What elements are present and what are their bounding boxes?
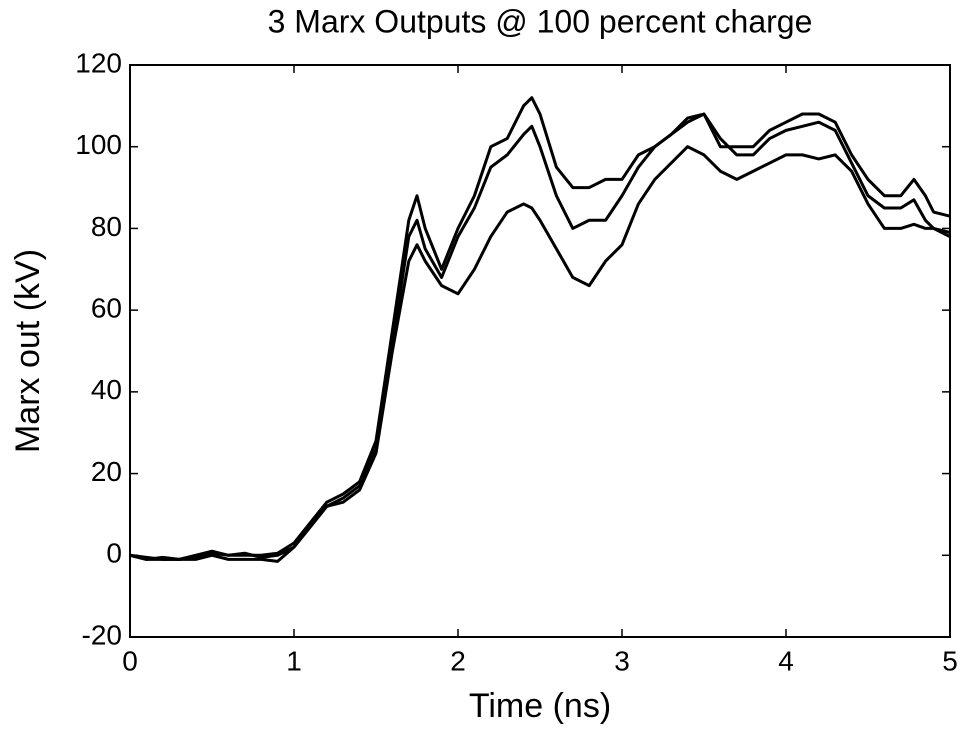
y-tick-label: 0 bbox=[106, 538, 122, 569]
x-axis-label: Time (ns) bbox=[469, 687, 611, 725]
y-tick-label: 120 bbox=[75, 47, 122, 78]
y-axis-label: Marx out (kV) bbox=[9, 249, 47, 453]
y-tick-label: 60 bbox=[91, 293, 122, 324]
x-tick-label: 1 bbox=[286, 645, 302, 676]
x-tick-label: 5 bbox=[942, 645, 958, 676]
y-tick-label: 20 bbox=[91, 456, 122, 487]
x-tick-label: 0 bbox=[122, 645, 138, 676]
x-tick-label: 2 bbox=[450, 645, 466, 676]
chart-title: 3 Marx Outputs @ 100 percent charge bbox=[268, 3, 813, 39]
y-tick-label: 80 bbox=[91, 211, 122, 242]
x-tick-label: 4 bbox=[778, 645, 794, 676]
series-line bbox=[129, 112, 951, 561]
series-line bbox=[129, 145, 951, 563]
x-tick-label: 3 bbox=[614, 645, 630, 676]
y-tick-label: 100 bbox=[75, 129, 122, 160]
y-tick-label: -20 bbox=[82, 619, 122, 650]
series-line bbox=[129, 96, 951, 561]
y-tick-label: 40 bbox=[91, 374, 122, 405]
plot-frame bbox=[129, 64, 951, 638]
